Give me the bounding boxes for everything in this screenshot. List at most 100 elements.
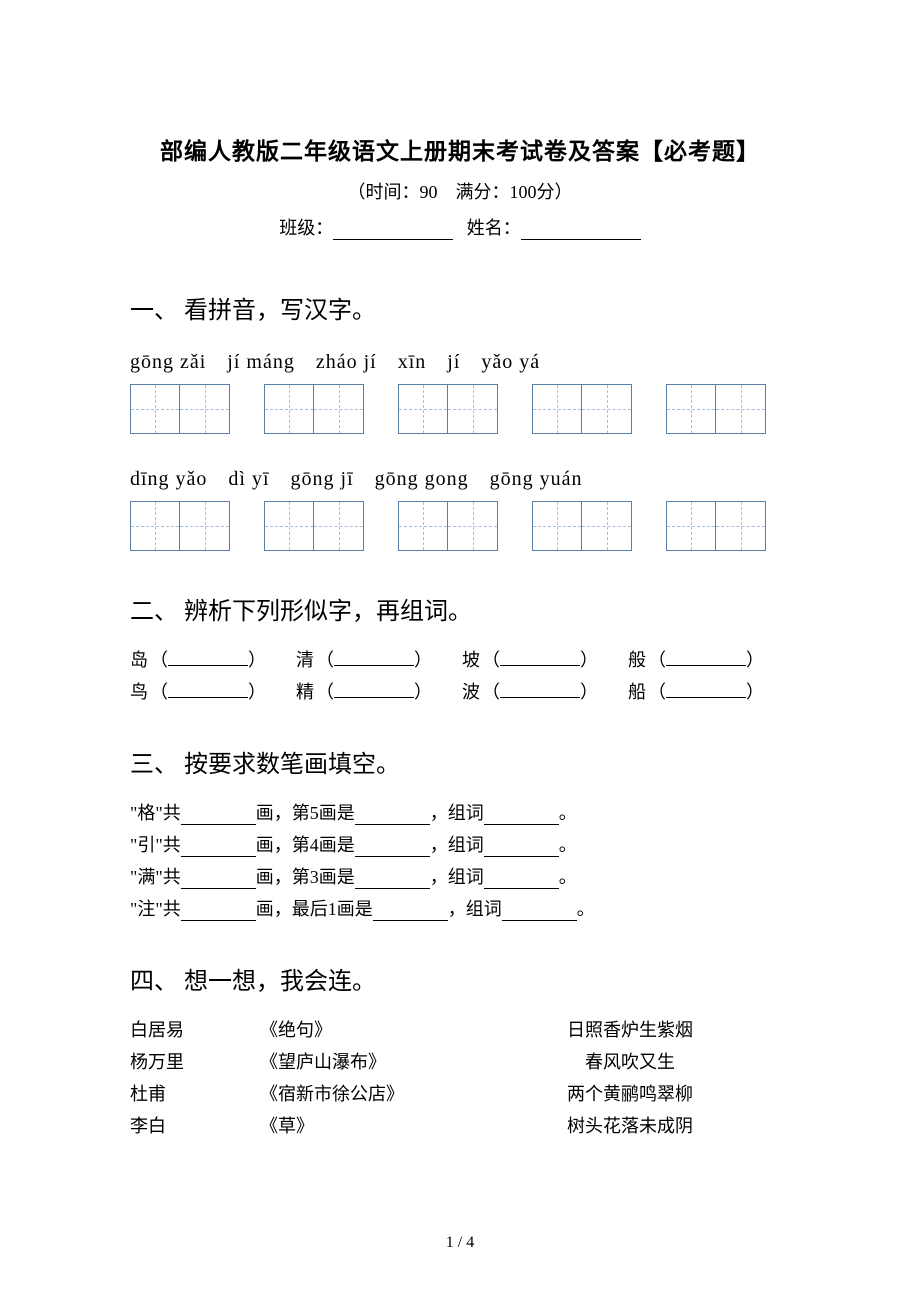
- doc-title: 部编人教版二年级语文上册期末考试卷及答案【必考题】: [130, 132, 790, 166]
- poem-verse: 树头花落未成阴: [470, 1112, 790, 1138]
- char-box[interactable]: [180, 384, 230, 434]
- char-box-pair: [264, 384, 364, 434]
- char-box-pair: [398, 501, 498, 551]
- answer-blank[interactable]: [502, 904, 577, 921]
- q4-row: 李白 《草》 树头花落未成阴: [130, 1112, 790, 1138]
- char-box[interactable]: [314, 501, 364, 551]
- poem-verse: 春风吹又生: [470, 1048, 790, 1074]
- q2-item: 清（）: [296, 646, 432, 672]
- answer-blank[interactable]: [484, 808, 559, 825]
- answer-blank[interactable]: [666, 681, 746, 698]
- char-box[interactable]: [264, 384, 314, 434]
- char-box-pair: [130, 384, 230, 434]
- answer-blank[interactable]: [355, 872, 430, 889]
- q2-char: 精: [296, 678, 314, 704]
- answer-blank[interactable]: [500, 681, 580, 698]
- q2-char: 船: [628, 678, 646, 704]
- q3-tail: ，组词: [430, 835, 484, 855]
- pinyin-row-1: gōng zǎi jí máng zháo jí xīn jí yǎo yá: [130, 345, 790, 374]
- char-box-pair: [130, 501, 230, 551]
- class-blank[interactable]: [333, 221, 453, 240]
- q3-mid: 画，第4画是: [256, 835, 355, 855]
- section-3-heading: 三、 按要求数笔画填空。: [130, 744, 790, 779]
- q3-tail: ，组词: [430, 867, 484, 887]
- char-box[interactable]: [448, 384, 498, 434]
- q2-char: 鸟: [130, 678, 148, 704]
- char-box[interactable]: [716, 501, 766, 551]
- answer-blank[interactable]: [168, 681, 248, 698]
- q2-char: 清: [296, 646, 314, 672]
- q3-line: "格"共画，第5画是，组词。: [130, 799, 790, 825]
- q3-line: "注"共画，最后1画是，组词。: [130, 895, 790, 921]
- poet-name: 李白: [130, 1112, 260, 1138]
- q3-tail: ，组词: [430, 803, 484, 823]
- q2-item: 岛（）: [130, 646, 266, 672]
- char-box[interactable]: [130, 384, 180, 434]
- poem-verse: 日照香炉生紫烟: [470, 1016, 790, 1042]
- q2-item: 鸟（）: [130, 678, 266, 704]
- q2-char: 岛: [130, 646, 148, 672]
- char-box-pair: [666, 501, 766, 551]
- q3-tail: ，组词: [448, 899, 502, 919]
- q4-row: 杜甫 《宿新市徐公店》 两个黄鹂鸣翠柳: [130, 1080, 790, 1106]
- char-box[interactable]: [180, 501, 230, 551]
- answer-blank[interactable]: [181, 904, 256, 921]
- answer-blank[interactable]: [181, 808, 256, 825]
- char-box[interactable]: [666, 501, 716, 551]
- q3-mid: 画，第5画是: [256, 803, 355, 823]
- q2-char: 坡: [462, 646, 480, 672]
- name-label: 姓名：: [467, 218, 521, 238]
- answer-blank[interactable]: [484, 872, 559, 889]
- char-box[interactable]: [398, 384, 448, 434]
- char-box-pair: [532, 501, 632, 551]
- student-info-line: 班级： 姓名：: [130, 214, 790, 240]
- q2-item: 般（）: [628, 646, 764, 672]
- poet-name: 杨万里: [130, 1048, 260, 1074]
- answer-blank[interactable]: [666, 649, 746, 666]
- boxes-row-2: [130, 501, 790, 551]
- q3-mid: 画，第3画是: [256, 867, 355, 887]
- char-box-pair: [398, 384, 498, 434]
- char-box[interactable]: [716, 384, 766, 434]
- q2-item: 坡（）: [462, 646, 598, 672]
- doc-subtitle: （时间：90 满分：100分）: [130, 178, 790, 204]
- answer-blank[interactable]: [500, 649, 580, 666]
- poem-title: 《望庐山瀑布》: [260, 1048, 470, 1074]
- answer-blank[interactable]: [181, 872, 256, 889]
- answer-blank[interactable]: [355, 808, 430, 825]
- answer-blank[interactable]: [168, 649, 248, 666]
- q3-line: "引"共画，第4画是，组词。: [130, 831, 790, 857]
- answer-blank[interactable]: [334, 649, 414, 666]
- answer-blank[interactable]: [334, 681, 414, 698]
- char-box[interactable]: [130, 501, 180, 551]
- char-box[interactable]: [264, 501, 314, 551]
- q2-item: 波（）: [462, 678, 598, 704]
- q2-item: 精（）: [296, 678, 432, 704]
- char-box[interactable]: [532, 501, 582, 551]
- poem-title: 《宿新市徐公店》: [260, 1080, 470, 1106]
- name-blank[interactable]: [521, 221, 641, 240]
- q3-char: 满: [137, 867, 155, 887]
- answer-blank[interactable]: [373, 904, 448, 921]
- boxes-row-1: [130, 384, 790, 434]
- q3-char: 注: [137, 899, 155, 919]
- answer-blank[interactable]: [484, 840, 559, 857]
- exam-page: 部编人教版二年级语文上册期末考试卷及答案【必考题】 （时间：90 满分：100分…: [0, 0, 920, 1302]
- char-box-pair: [264, 501, 364, 551]
- q4-row: 白居易 《绝句》 日照香炉生紫烟: [130, 1016, 790, 1042]
- char-box[interactable]: [582, 384, 632, 434]
- answer-blank[interactable]: [355, 840, 430, 857]
- char-box[interactable]: [448, 501, 498, 551]
- char-box[interactable]: [314, 384, 364, 434]
- answer-blank[interactable]: [181, 840, 256, 857]
- q3-char: 引: [137, 835, 155, 855]
- char-box[interactable]: [398, 501, 448, 551]
- char-box[interactable]: [582, 501, 632, 551]
- q2-row-1: 岛（） 清（） 坡（） 般（）: [130, 646, 790, 672]
- poet-name: 白居易: [130, 1016, 260, 1042]
- section-1-heading: 一、 看拼音，写汉字。: [130, 290, 790, 325]
- char-box-pair: [532, 384, 632, 434]
- char-box[interactable]: [666, 384, 716, 434]
- page-number: 1 / 4: [0, 1234, 920, 1252]
- char-box[interactable]: [532, 384, 582, 434]
